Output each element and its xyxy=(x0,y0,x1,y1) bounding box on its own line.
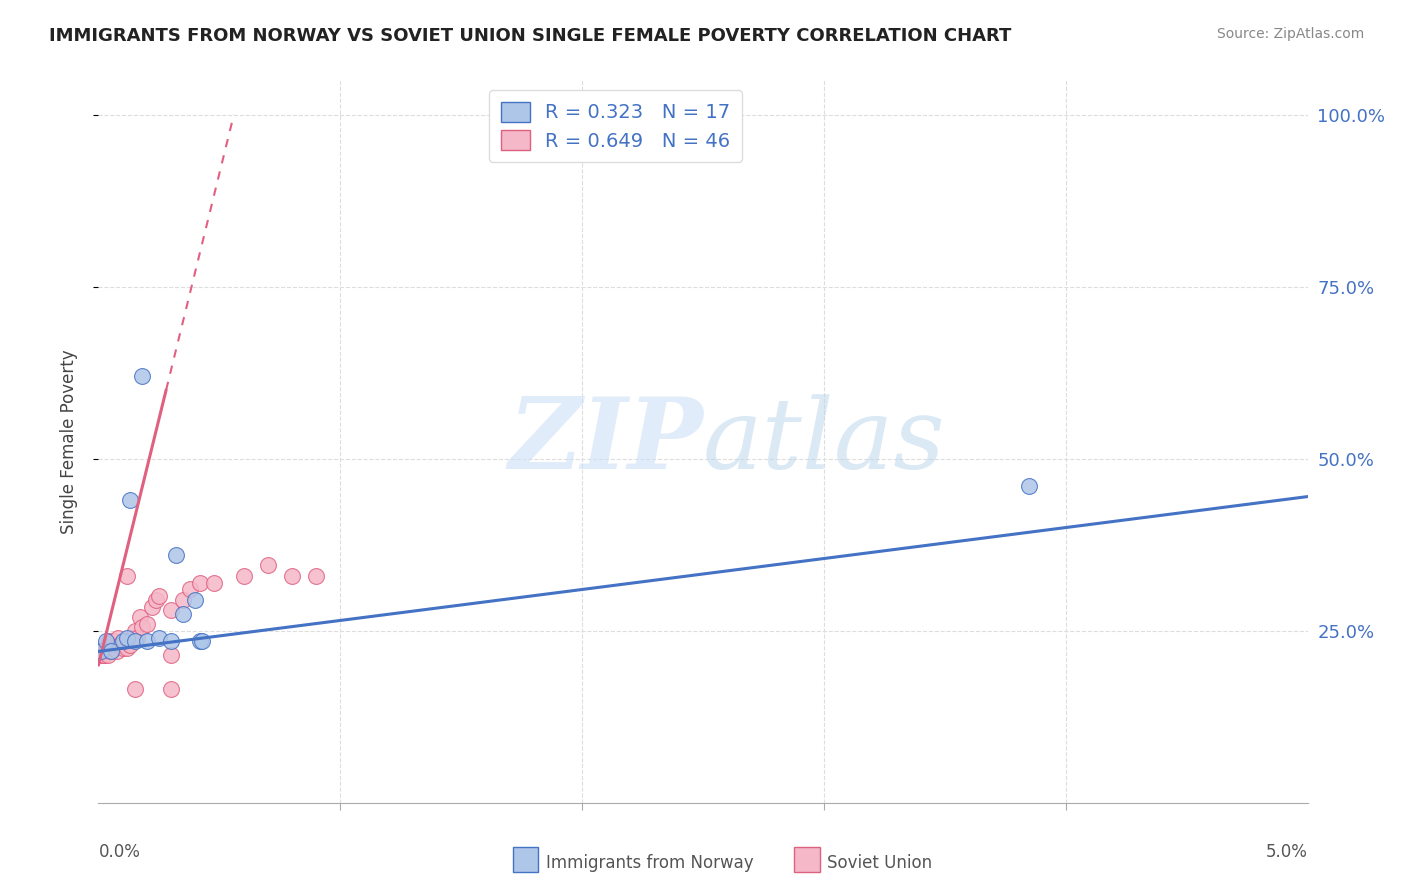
Point xyxy=(256,558,278,573)
Point xyxy=(108,638,131,652)
Point xyxy=(94,634,117,648)
Text: ZIP: ZIP xyxy=(508,393,703,490)
Legend: R = 0.323   N = 17, R = 0.649   N = 46: R = 0.323 N = 17, R = 0.649 N = 46 xyxy=(489,90,742,162)
Point xyxy=(108,638,131,652)
Point xyxy=(124,634,146,648)
Text: IMMIGRANTS FROM NORWAY VS SOVIET UNION SINGLE FEMALE POVERTY CORRELATION CHART: IMMIGRANTS FROM NORWAY VS SOVIET UNION S… xyxy=(49,27,1011,45)
Point xyxy=(118,493,141,508)
Point xyxy=(128,610,150,624)
Point xyxy=(117,631,139,645)
Point xyxy=(188,575,211,590)
Point xyxy=(93,648,115,662)
Point xyxy=(98,634,121,648)
Point xyxy=(127,631,149,645)
Point xyxy=(91,644,114,658)
Point xyxy=(141,599,163,614)
Point xyxy=(105,644,128,658)
Point xyxy=(160,682,183,697)
Text: Immigrants from Norway: Immigrants from Norway xyxy=(546,855,754,872)
Point xyxy=(204,575,226,590)
Point xyxy=(117,640,139,655)
Point xyxy=(160,648,183,662)
Text: Soviet Union: Soviet Union xyxy=(827,855,932,872)
Point xyxy=(100,644,122,658)
Point xyxy=(90,644,112,658)
Point xyxy=(90,648,112,662)
Point xyxy=(191,634,214,648)
Point xyxy=(1018,479,1040,493)
Point xyxy=(89,644,111,658)
Point xyxy=(281,568,304,582)
Point xyxy=(232,568,254,582)
Point xyxy=(100,644,122,658)
Point xyxy=(160,603,183,617)
Point xyxy=(101,640,124,655)
Text: atlas: atlas xyxy=(703,394,946,489)
Point xyxy=(131,369,153,384)
Point xyxy=(100,638,122,652)
Point xyxy=(165,548,187,562)
Point xyxy=(114,634,136,648)
Point xyxy=(172,607,194,621)
Point xyxy=(305,568,328,582)
Point xyxy=(90,644,112,658)
Point xyxy=(172,592,194,607)
Point xyxy=(121,631,143,645)
Point xyxy=(118,638,141,652)
Point xyxy=(93,648,115,662)
Point xyxy=(97,648,120,662)
Point xyxy=(117,568,139,582)
Point xyxy=(179,582,201,597)
Point xyxy=(96,644,118,658)
Text: Source: ZipAtlas.com: Source: ZipAtlas.com xyxy=(1216,27,1364,41)
Point xyxy=(124,682,146,697)
Point xyxy=(104,640,127,655)
Y-axis label: Single Female Poverty: Single Female Poverty xyxy=(59,350,77,533)
Point xyxy=(111,634,134,648)
Text: 0.0%: 0.0% xyxy=(98,843,141,861)
Point xyxy=(124,624,146,638)
Point xyxy=(111,640,134,655)
Point xyxy=(145,592,167,607)
Text: 5.0%: 5.0% xyxy=(1265,843,1308,861)
Point xyxy=(131,620,153,634)
Point xyxy=(188,634,211,648)
Point xyxy=(184,592,207,607)
Point xyxy=(91,644,114,658)
Point xyxy=(135,634,157,648)
Point xyxy=(148,631,170,645)
Point xyxy=(103,634,125,648)
Point xyxy=(135,616,157,631)
Point xyxy=(107,631,129,645)
Point xyxy=(160,634,183,648)
Point xyxy=(148,590,170,604)
Point xyxy=(94,644,117,658)
